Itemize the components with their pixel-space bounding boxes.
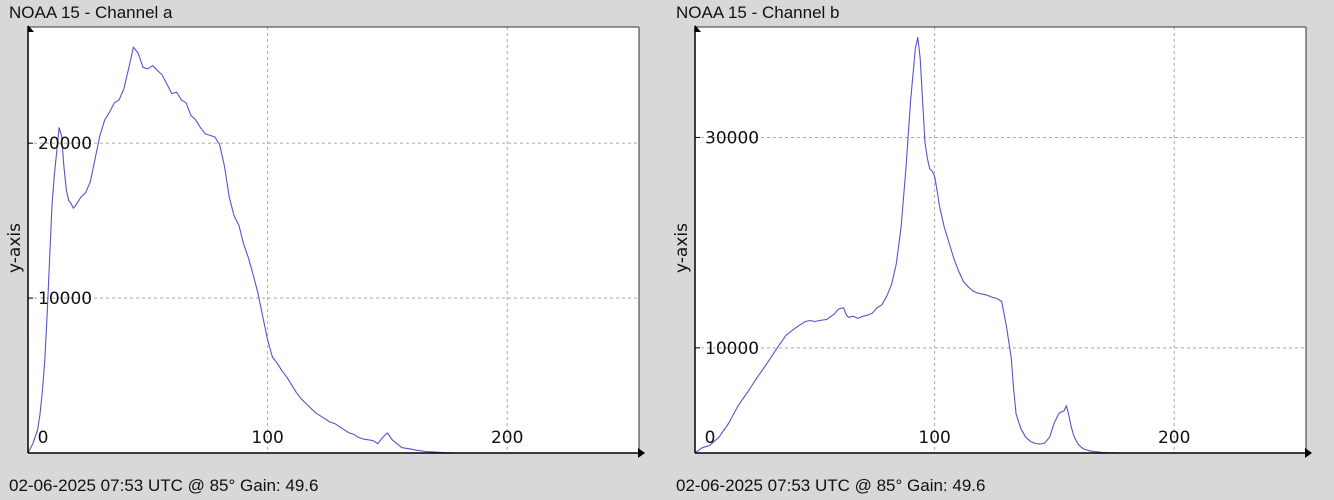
y-tick-label: 10000 bbox=[38, 289, 92, 309]
y-tick-label: 20000 bbox=[38, 134, 92, 154]
plot-background bbox=[695, 27, 1306, 453]
chart-panel-channel-a: 0 100 200 10000 20000 y-axis NOAA 15 - Channe… bbox=[5, 3, 645, 495]
y-axis-arrow bbox=[28, 25, 34, 32]
y-tick-label: 10000 bbox=[705, 339, 759, 359]
y-axis-arrow bbox=[695, 25, 701, 32]
series-line bbox=[27, 46, 455, 454]
x-tick-label: 0 bbox=[38, 428, 49, 448]
series-line bbox=[694, 36, 1136, 454]
chart-plot-channel-a: 0 100 200 10000 20000 y-axis bbox=[5, 25, 645, 458]
x-tick-label: 100 bbox=[918, 428, 950, 448]
x-axis-arrow bbox=[638, 448, 645, 458]
x-tick-label: 0 bbox=[705, 428, 716, 448]
y-axis-title: y-axis bbox=[5, 223, 25, 273]
chart-panel-channel-b: 0 100 200 10000 30000 y-axis NOAA 15 - Channe… bbox=[667, 0, 1334, 500]
x-tick-label: 200 bbox=[1158, 428, 1190, 448]
chart-plot-channel-b: 0 100 200 10000 30000 y-axis bbox=[672, 25, 1312, 458]
x-tick-label: 200 bbox=[491, 428, 523, 448]
chart-title: NOAA 15 - Channel a bbox=[9, 3, 173, 22]
x-axis-arrow bbox=[1305, 448, 1312, 458]
y-axis-title: y-axis bbox=[672, 223, 692, 273]
chart-footer-caption: 02-06-2025 07:53 UTC @ 85° Gain: 49.6 bbox=[9, 476, 319, 495]
chart-footer-caption: 02-06-2025 07:53 UTC @ 85° Gain: 49.6 bbox=[676, 476, 986, 495]
plot-background bbox=[28, 27, 639, 453]
chart-title: NOAA 15 - Channel b bbox=[676, 3, 840, 22]
y-tick-label: 30000 bbox=[705, 128, 759, 148]
x-tick-label: 100 bbox=[251, 428, 283, 448]
